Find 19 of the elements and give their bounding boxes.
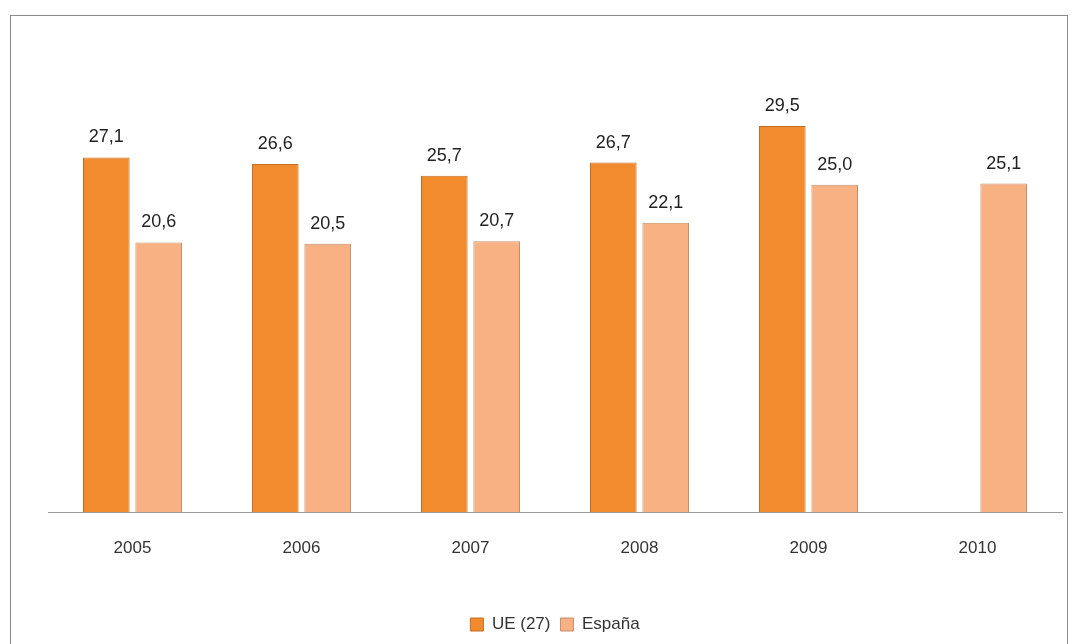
x-tick-label: 2007 (451, 537, 490, 557)
x-tick-label: 2005 (113, 537, 152, 557)
data-label: 20,6 (141, 211, 177, 232)
data-label: 27,1 (88, 126, 124, 147)
x-tick-label: 2010 (958, 537, 997, 557)
data-label: 25,7 (426, 144, 462, 165)
legend-label: España (581, 614, 641, 634)
data-label: 26,7 (595, 131, 631, 152)
data-label: 25,1 (986, 152, 1022, 173)
data-label: 22,1 (648, 191, 684, 212)
data-label: 29,5 (764, 94, 800, 115)
legend-label: UE (27) (491, 614, 551, 634)
data-label: 25,0 (817, 153, 853, 174)
data-label: 26,6 (257, 132, 293, 153)
x-tick-label: 2008 (620, 537, 659, 557)
data-label: 20,5 (310, 212, 346, 233)
x-tick-label: 2009 (789, 537, 828, 557)
x-tick-label: 2006 (282, 537, 321, 557)
data-label: 20,7 (479, 210, 515, 231)
